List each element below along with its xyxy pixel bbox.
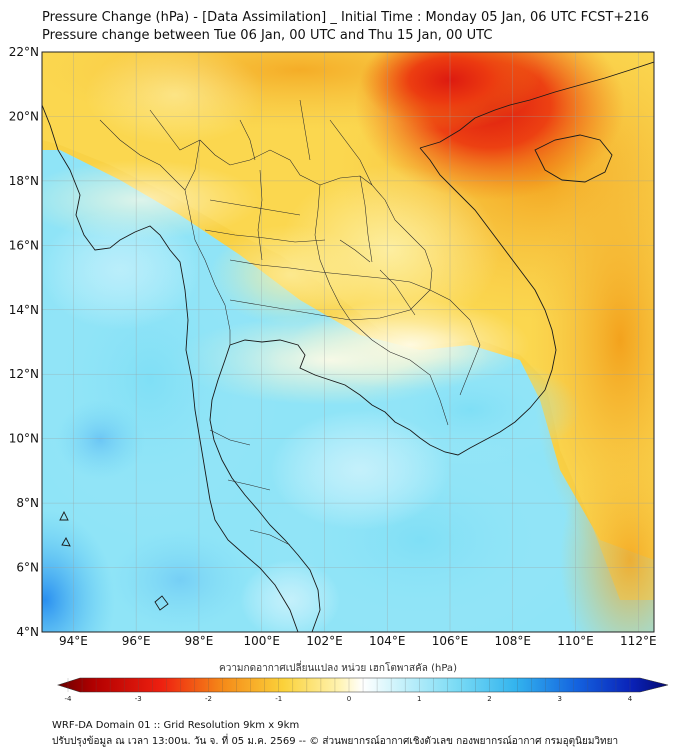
colorbar-label: ความกดอากาศเปลี่ยนแปลง หน่วย เฮกโตพาสคัล…	[219, 663, 457, 674]
colorbar-tick: 3	[558, 695, 562, 703]
lat-label: 12°N	[9, 367, 39, 381]
map-title: Pressure Change (hPa) - [Data Assimilati…	[42, 10, 650, 25]
lat-label: 16°N	[9, 238, 39, 252]
lat-label: 20°N	[9, 109, 39, 123]
coastlines	[42, 61, 654, 632]
colorbar-tick: 4	[628, 695, 633, 703]
lat-label: 18°N	[9, 174, 39, 188]
lon-label: 106°E	[432, 634, 469, 648]
lon-label: 96°E	[122, 634, 151, 648]
pressure-field	[42, 52, 654, 632]
colorbar-tick: 2	[487, 695, 491, 703]
lon-label: 100°E	[243, 634, 280, 648]
colorbar-tick: -4	[65, 695, 73, 703]
lat-label: 14°N	[9, 303, 39, 317]
lat-label: 10°N	[9, 432, 39, 446]
province-boundaries	[99, 99, 481, 546]
lat-label: 22°N	[9, 45, 39, 59]
lon-label: 108°E	[495, 634, 532, 648]
map-frame	[41, 51, 655, 633]
lon-label: 112°E	[620, 634, 657, 648]
colorbar: -4 -3 -2 -1 0 1 2 3 4	[57, 677, 669, 703]
colorbar-tick: -2	[205, 695, 212, 703]
graticule	[42, 52, 654, 632]
footer-model-info: WRF-DA Domain 01 :: Grid Resolution 9km …	[52, 720, 300, 731]
colorbar-tick: 1	[417, 695, 421, 703]
map-subtitle: Pressure change between Tue 06 Jan, 00 U…	[42, 28, 493, 43]
colorbar-ticks: -4 -3 -2 -1 0 1 2 3 4	[65, 695, 633, 703]
lon-label: 110°E	[557, 634, 594, 648]
lon-label: 94°E	[59, 634, 88, 648]
lat-label: 6°N	[16, 561, 39, 575]
colorbar-tick: -3	[135, 695, 142, 703]
lat-label: 8°N	[16, 496, 39, 510]
colorbar-tick: -1	[275, 695, 282, 703]
lon-label: 102°E	[306, 634, 343, 648]
lon-label: 104°E	[369, 634, 406, 648]
footer-update-info: ปรับปรุงข้อมูล ณ เวลา 13:00น. วัน จ. ที่…	[52, 736, 619, 747]
colorbar-tick: 0	[347, 695, 351, 703]
longitude-labels: 94°E 96°E 98°E 100°E 102°E 104°E 106°E 1…	[59, 634, 657, 648]
latitude-labels: 22°N 20°N 18°N 16°N 14°N 12°N 10°N 8°N 6…	[9, 45, 39, 639]
lat-label: 4°N	[16, 625, 39, 639]
lon-label: 98°E	[184, 634, 213, 648]
